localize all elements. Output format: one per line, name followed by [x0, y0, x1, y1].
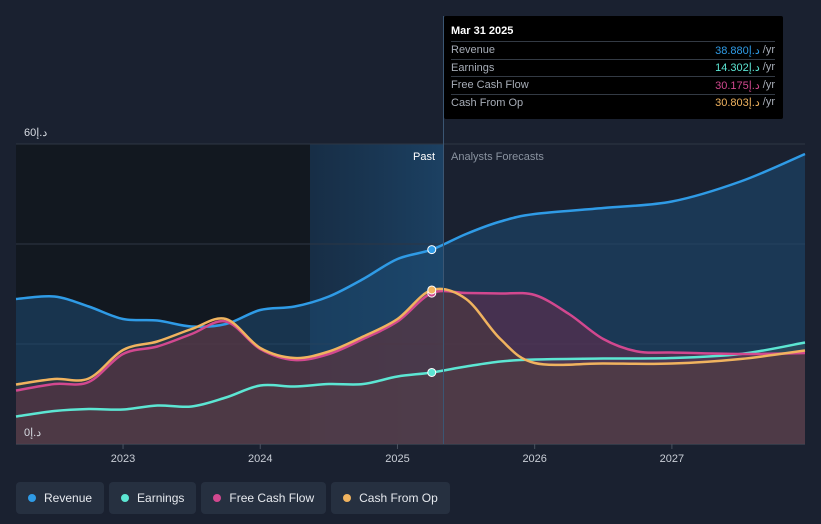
legend-label: Cash From Op	[359, 491, 438, 505]
legend-dot-icon	[28, 494, 36, 502]
x-tick-label: 2024	[248, 453, 272, 465]
revenue-marker	[427, 245, 437, 255]
tooltip-row-label: Revenue	[451, 44, 496, 57]
legend-item-free-cash-flow[interactable]: Free Cash Flow	[201, 482, 327, 514]
x-tick-label: 2027	[660, 453, 684, 465]
tooltip-row-value: 30.175د.إ/yr	[715, 79, 775, 92]
tooltip-unit: /yr	[762, 96, 775, 109]
tooltip-value: 14.302د.إ	[715, 62, 760, 75]
tooltip-row-label: Earnings	[451, 61, 495, 74]
tooltip-row-cash-from-op: Cash From Op 30.803د.إ/yr	[451, 93, 775, 112]
legend-item-revenue[interactable]: Revenue	[16, 482, 105, 514]
free-cash-flow-line	[15, 289, 806, 392]
tooltip-unit: /yr	[762, 78, 775, 91]
forecast-label: Analysts Forecasts	[451, 151, 544, 163]
tooltip-row-value: 30.803د.إ/yr	[715, 96, 775, 109]
legend-label: Free Cash Flow	[229, 491, 315, 505]
tooltip-row-revenue: Revenue 38.880د.إ/yr	[451, 41, 775, 59]
tooltip-value: 30.803د.إ	[715, 97, 760, 110]
legend-dot-icon	[121, 494, 130, 502]
tooltip-row-label: Free Cash Flow	[451, 79, 529, 92]
x-tick-label: 2023	[111, 453, 135, 465]
tooltip-row-value: 38.880د.إ/yr	[715, 44, 775, 57]
cash-from-op-marker	[427, 285, 437, 295]
tooltip-date: Mar 31 2025	[451, 25, 514, 37]
cash-from-op-area	[16, 288, 805, 444]
x-tick-label: 2026	[522, 453, 546, 465]
x-tick-label: 2025	[385, 453, 409, 465]
y-axis-min-label: 0د.إ	[24, 427, 41, 439]
legend: Revenue Earnings Free Cash Flow Cash From O…	[16, 482, 450, 514]
revenue-line	[15, 152, 806, 329]
legend-dot-icon	[343, 494, 352, 502]
cash-from-op-line	[15, 287, 806, 386]
y-axis-max-label: 60د.إ	[24, 127, 47, 139]
tooltip-row-label: Cash From Op	[451, 96, 524, 109]
tooltip-unit: /yr	[762, 61, 775, 74]
data-tooltip: Mar 31 2025 Revenue 38.880د.إ/yr Earnings 1…	[444, 16, 783, 119]
tooltip-value: 38.880د.إ	[715, 44, 760, 57]
tooltip-unit: /yr	[762, 43, 775, 56]
tooltip-row-earnings: Earnings 14.302د.إ/yr	[451, 58, 775, 77]
earnings-line	[15, 341, 806, 418]
earnings-marker	[427, 367, 437, 377]
tooltip-row-free-cash-flow: Free Cash Flow 30.175د.إ/yr	[451, 76, 775, 94]
free-cash-flow-area	[16, 290, 805, 444]
legend-item-cash-from-op[interactable]: Cash From Op	[331, 482, 450, 514]
tooltip-row-value: 14.302د.إ/yr	[715, 61, 775, 74]
legend-label: Revenue	[44, 491, 93, 505]
tooltip-value: 30.175د.إ	[715, 79, 760, 92]
past-label: Past	[413, 151, 435, 163]
legend-label: Earnings	[137, 491, 185, 505]
legend-dot-icon	[213, 494, 222, 502]
legend-item-earnings[interactable]: Earnings	[109, 482, 197, 514]
